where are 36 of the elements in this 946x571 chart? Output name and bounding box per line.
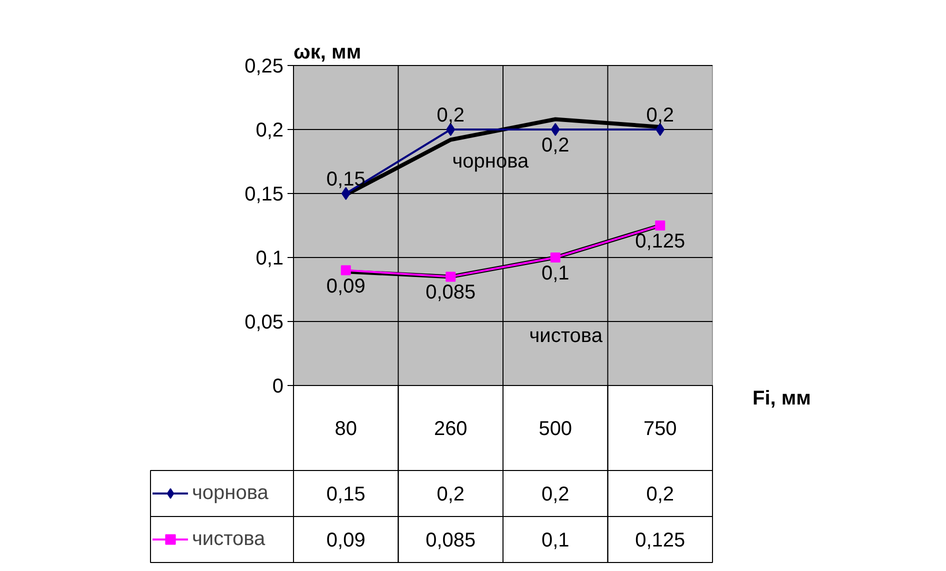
annotation: чистова	[529, 324, 604, 347]
text: 0,085	[426, 282, 476, 304]
point	[655, 220, 666, 230]
data-label: 0,2	[541, 484, 570, 506]
text: 0,2	[436, 104, 465, 126]
data-label: 0,09	[326, 530, 366, 552]
point	[446, 272, 456, 282]
text: 0,125	[635, 230, 686, 252]
data-label: 0,125	[635, 530, 686, 552]
point	[550, 252, 560, 262]
data-label: 0,2	[646, 484, 674, 506]
y-tick-label: 0,05	[244, 312, 284, 334]
text: 0,2	[646, 104, 674, 126]
legend-label: чорнова	[192, 481, 268, 505]
point	[550, 123, 560, 136]
data-label: 0,2	[436, 484, 465, 506]
y-tick-label: 0,1	[256, 248, 284, 270]
x-tick-label: 500	[538, 418, 572, 440]
y-tick-label: 0,2	[256, 120, 284, 142]
text: 0,15	[326, 168, 366, 190]
x-tick-label: 260	[434, 418, 468, 440]
text: 0,1	[541, 262, 570, 284]
y-tick-label: 0,15	[244, 184, 284, 206]
x-tick-label: 80	[334, 418, 357, 440]
y-axis-title: ωк, мм	[294, 42, 362, 64]
legend-label: чистова	[192, 527, 266, 551]
x-axis-title: Fi, мм	[752, 388, 811, 410]
point	[340, 265, 351, 276]
data-label: 0,15	[326, 484, 366, 506]
text: 0,09	[326, 275, 366, 298]
x-tick-label: 750	[643, 418, 677, 440]
data-label: 0,1	[541, 530, 570, 552]
data-label: 0,085	[426, 530, 476, 552]
y-tick-label: 0,25	[244, 56, 284, 78]
text: 0,2	[541, 134, 570, 156]
y-tick-label: 0	[272, 376, 284, 398]
